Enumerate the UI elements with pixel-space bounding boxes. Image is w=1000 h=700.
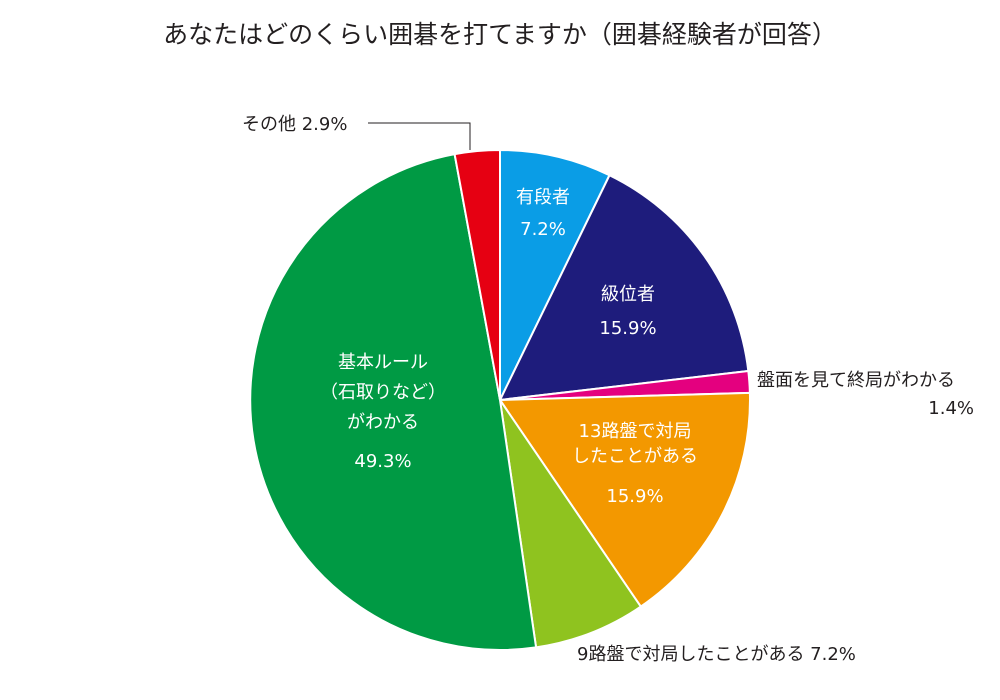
- slice-label-text-9ro: 9路盤で対局したことがある 7.2%: [577, 644, 856, 665]
- slice-value-yudansha: 7.2%: [520, 219, 566, 240]
- slice-label-line-kihon: がわかる: [347, 412, 419, 433]
- slice-label-kyuisha: 級位者 15.9%: [599, 284, 656, 339]
- slice-label-kihon: 基本ルール （石取りなど） がわかる 49.3%: [320, 352, 446, 472]
- slice-label-ban-wakaru: 盤面を見て終局がわかる 1.4%: [757, 370, 974, 419]
- slice-value-ban-wakaru: 1.4%: [928, 398, 974, 419]
- pie-labels: 有段者 7.2% 級位者 15.9% 盤面を見て終局がわかる 1.4% 13路盤で対局したこ…: [242, 114, 974, 665]
- slice-value-13ro: 15.9%: [606, 486, 663, 507]
- slice-label-line-13ro: したことがある: [572, 446, 698, 467]
- slice-label-line-ban-wakaru: 盤面を見て終局がわかる: [757, 370, 955, 391]
- pie-slice-kyuisha: [499, 174, 750, 401]
- pie-slice-9ro: [499, 399, 642, 649]
- pie-slice-kihon: [249, 153, 538, 651]
- pie-slice-13ro: [499, 391, 751, 608]
- pie-slice-yudansha: [499, 149, 611, 401]
- pie-slices: [249, 149, 751, 651]
- slice-label-line-kihon: 基本ルール: [338, 352, 428, 373]
- slice-label-text-sonota: その他 2.9%: [242, 114, 347, 135]
- leader-line-sonota: [368, 122, 471, 150]
- slice-label-line-kyuisha: 級位者: [601, 284, 655, 305]
- slice-value-kyuisha: 15.9%: [599, 318, 656, 339]
- chart-title: あなたはどのくらい囲碁を打てますか（囲碁経験者が回答）: [163, 20, 837, 49]
- slice-label-sonota: その他 2.9%: [242, 114, 471, 150]
- slice-label-line-13ro: 13路盤で対局: [579, 421, 692, 442]
- slice-value-kihon: 49.3%: [354, 451, 411, 472]
- slice-label-yudansha: 有段者 7.2%: [516, 187, 570, 240]
- slice-label-line-kihon: （石取りなど）: [320, 382, 446, 403]
- slice-label-9ro: 9路盤で対局したことがある 7.2%: [577, 644, 856, 665]
- pie-slice-sonota: [453, 149, 501, 401]
- slice-label-line-yudansha: 有段者: [516, 187, 570, 208]
